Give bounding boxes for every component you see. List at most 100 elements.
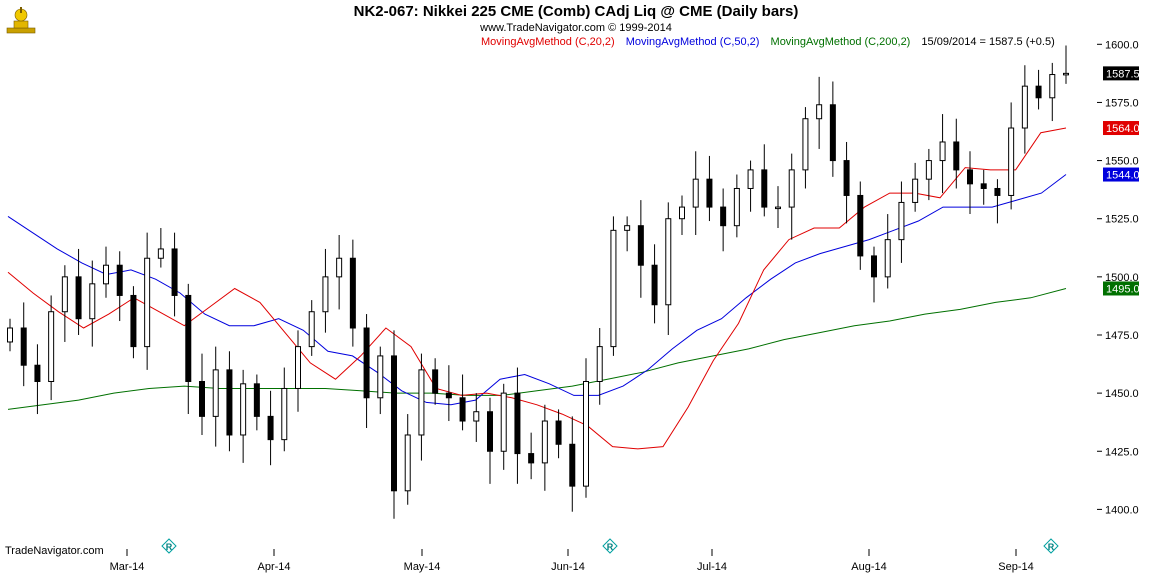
bar-body-down — [445, 392, 452, 399]
price-bar — [61, 265, 68, 342]
price-bar — [871, 246, 877, 303]
bar-body-up — [1049, 74, 1056, 99]
legend: MovingAvgMethod (C,20,2) MovingAvgMethod… — [481, 36, 1063, 48]
bar-body-down — [651, 264, 658, 306]
price-bar — [103, 246, 109, 298]
bar-body-up — [212, 369, 219, 417]
bar-body-down — [267, 415, 274, 441]
bar-body-up — [89, 283, 96, 320]
price-tag: 1495.0 — [1103, 281, 1140, 296]
price-bar — [171, 232, 178, 317]
ma50-line — [7, 174, 1067, 406]
bar-body-up — [541, 420, 548, 464]
price-bar — [802, 107, 809, 189]
bar-body-up — [624, 225, 631, 231]
marker-diamond — [161, 538, 177, 554]
bar-body-up — [610, 229, 617, 348]
price-bar — [569, 416, 576, 512]
price-tag-label: 1495.0 — [1106, 283, 1140, 295]
trade-navigator-logo — [6, 7, 36, 34]
bar-body-up — [308, 311, 315, 348]
bar-body-down — [871, 255, 877, 278]
price-tag-label: 1587.5 — [1106, 68, 1140, 80]
price-bar — [1008, 102, 1015, 210]
bar-body-down — [226, 369, 233, 436]
bar-body-up — [157, 248, 164, 259]
price-bar — [75, 248, 82, 335]
rollover-marker-icon: R — [1043, 538, 1059, 554]
price-tag-box — [1103, 281, 1139, 296]
price-bar — [829, 81, 836, 177]
bar-body-up — [473, 411, 480, 422]
price-bar — [555, 409, 562, 459]
price-bar — [253, 374, 260, 431]
price-bar — [857, 181, 864, 270]
price-bar — [514, 367, 521, 484]
price-bar — [212, 346, 219, 447]
footer-brand: TradeNavigator.com — [5, 545, 104, 557]
bar-body-up — [925, 160, 932, 180]
price-bar — [391, 330, 397, 519]
price-bar — [199, 353, 205, 435]
price-bar — [898, 181, 905, 263]
price-bar — [637, 200, 644, 298]
price-bar — [48, 295, 55, 401]
price-bar — [843, 141, 850, 224]
price-bar — [761, 144, 768, 217]
price-tag-label: 1544.0 — [1106, 170, 1140, 182]
x-tick-label: Mar-14 — [110, 561, 145, 573]
price-bar — [1021, 65, 1028, 154]
bar-body-down — [761, 169, 768, 208]
bar-body-up — [775, 206, 781, 210]
price-bar — [418, 353, 425, 461]
x-axis: Mar-14 Apr-14 May-14 Jun-14 Jul-14 Aug-14 Sep-… — [110, 549, 1034, 573]
price-bar — [7, 318, 13, 352]
price-bar — [692, 151, 699, 235]
chart-title: NK2-067: Nikkei 225 CME (Comb) CAdj Liq … — [353, 3, 799, 20]
price-bar — [1063, 45, 1069, 84]
bar-body-up — [48, 311, 55, 382]
price-tag-label: 1564.0 — [1106, 123, 1140, 135]
bar-body-up — [816, 104, 823, 120]
price-tags: 1587.5 1564.0 1544.0 1495.0 — [1103, 66, 1140, 296]
price-bar — [816, 76, 823, 149]
ma20-series — [7, 127, 1067, 450]
price-tag-box — [1103, 167, 1139, 182]
bar-body-down — [953, 141, 960, 171]
price-bar — [939, 114, 946, 194]
price-bar — [583, 358, 589, 498]
bar-body-down — [487, 411, 493, 452]
y-tick-label: 1600.0 — [1105, 39, 1139, 51]
price-bar — [665, 202, 672, 335]
bar-body-down — [514, 392, 521, 455]
bar-body-up — [240, 383, 247, 436]
bar-body-down — [980, 183, 987, 189]
y-tick-label: 1450.0 — [1105, 388, 1139, 400]
price-bar — [884, 214, 891, 289]
y-axis: 1400.0 1425.0 1450.0 1475.0 1500.0 1525.0 1550… — [1097, 39, 1139, 516]
bar-body-up — [596, 346, 603, 382]
bar-body-up — [7, 327, 13, 343]
price-bar — [473, 393, 480, 442]
price-bar — [267, 390, 274, 466]
y-tick-label: 1575.0 — [1105, 97, 1139, 109]
bar-body-down — [569, 443, 576, 487]
x-tick-label: May-14 — [404, 561, 441, 573]
bar-body-up — [939, 141, 946, 162]
price-bar — [308, 300, 315, 356]
x-tick-label: Apr-14 — [257, 561, 290, 573]
price-tag-box — [1103, 66, 1139, 81]
bar-body-down — [185, 294, 192, 382]
price-bars — [7, 45, 1069, 519]
bar-body-up — [61, 276, 68, 313]
bar-body-down — [528, 453, 535, 464]
bar-body-up — [802, 118, 809, 171]
y-tick-label: 1475.0 — [1105, 330, 1139, 342]
legend-ma200: MovingAvgMethod (C,200,2) — [770, 36, 911, 48]
marker-diamond — [602, 538, 618, 554]
last-quote: 15/09/2014 = 1587.5 (+0.5) — [921, 36, 1055, 48]
bar-body-up — [322, 276, 329, 313]
price-bar — [912, 162, 919, 212]
price-bar — [185, 283, 192, 415]
